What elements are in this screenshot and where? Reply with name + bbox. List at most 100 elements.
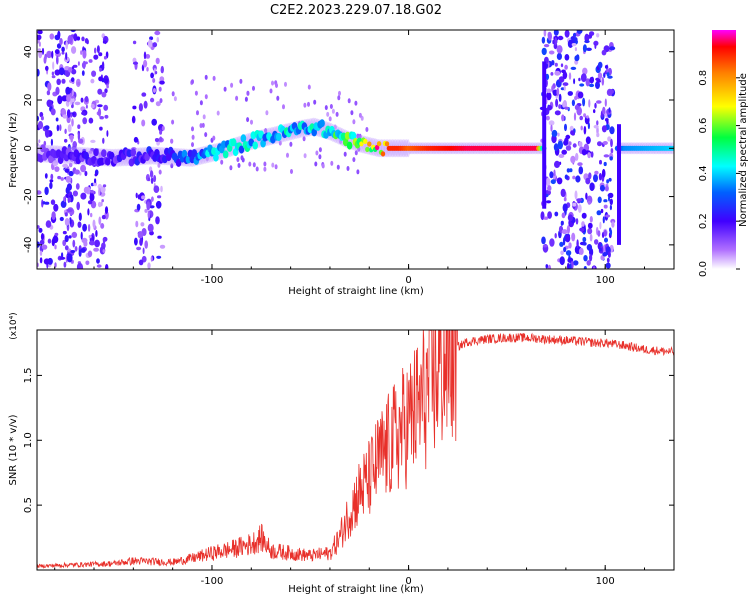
noise-cell [572,202,577,207]
noise-cell [220,159,224,165]
noise-cell [101,199,104,203]
noise-cell [67,35,73,44]
noise-cell [65,186,70,194]
noise-cell [56,124,60,132]
noise-cell [545,200,552,204]
noise-cell [582,236,587,243]
noise-cell [66,109,71,118]
noise-cell [87,250,93,258]
ridge-cell [93,148,99,157]
noise-cell [336,164,340,170]
noise-cell [581,149,587,156]
noise-cell [83,240,88,247]
noise-cell [552,39,555,45]
noise-cell [602,216,605,224]
noise-cell [350,110,354,116]
noise-cell [547,185,552,192]
noise-cell [545,177,551,187]
noise-cell [550,179,556,185]
noise-cell [78,249,82,257]
noise-cell [145,54,151,59]
noise-cell [554,62,558,67]
noise-cell [141,119,146,127]
noise-cell [61,78,66,84]
noise-cell [191,79,194,85]
noise-cell [284,81,287,87]
noise-cell [70,113,73,118]
noise-cell [321,163,325,169]
noise-cell [602,106,606,115]
noise-cell [96,45,100,54]
noise-cell [66,94,71,103]
noise-cell [581,221,585,227]
noise-cell [202,114,206,120]
noise-cell [335,111,339,117]
noise-cell [80,164,87,173]
noise-cell [561,212,566,219]
noise-cell [158,169,162,175]
noise-cell [153,88,156,93]
noise-cell [52,61,55,70]
noise-cell [603,72,606,78]
noise-cell [143,51,147,60]
noise-cell [98,187,101,196]
noise-cell [346,166,350,171]
noise-cell [554,233,557,239]
noise-cell [608,107,611,113]
noise-cell [194,90,198,96]
noise-cell [589,233,593,242]
noise-cell [600,255,605,261]
noise-cell [154,30,161,36]
noise-cell [159,98,163,104]
noise-cell [578,166,584,175]
noise-cell [191,134,195,140]
noise-cell [152,42,158,48]
noise-cell [589,76,594,84]
colorbar-gradient [712,30,736,269]
noise-cell [574,55,580,62]
noise-cell [46,99,53,108]
noise-cell [562,71,568,80]
noise-cell [230,82,234,88]
noise-cell [561,149,567,155]
noise-cell [84,96,89,103]
noise-cell [587,227,593,235]
noise-cell [41,199,44,208]
noise-cell [58,67,65,76]
noise-cell [574,190,578,200]
noise-cell [47,82,52,91]
noise-cell [590,151,594,158]
noise-cell [565,145,572,151]
ridge-cell [350,131,357,140]
noise-cell [602,141,608,145]
noise-cell [45,65,49,71]
noise-cell [578,247,584,255]
noise-cell [103,104,109,111]
noise-cell [204,132,208,138]
noise-cell [582,67,588,76]
noise-cell [600,184,605,192]
noise-cell [77,221,82,228]
noise-cell [244,96,248,102]
noise-cell [354,100,358,106]
noise-cell [596,79,601,83]
noise-cell [143,59,148,68]
noise-cell [589,216,593,223]
noise-cell [550,72,554,76]
snr-axes: -100 0 100 0.5 1.0 1.5 [23,330,674,587]
noise-cell [71,231,78,238]
noise-cell [65,175,72,183]
noise-cell [565,250,572,256]
noise-cell [78,138,84,144]
noise-cell [141,92,147,97]
noise-cell [275,83,278,88]
noise-cell [102,40,107,44]
noise-cell [90,139,96,143]
noise-cell [88,59,93,63]
ridge-cell [276,133,282,141]
noise-cell [71,66,75,70]
noise-cell [85,104,88,109]
noise-cell [252,85,255,91]
noise-cell [553,169,556,177]
noise-cell [46,50,52,59]
